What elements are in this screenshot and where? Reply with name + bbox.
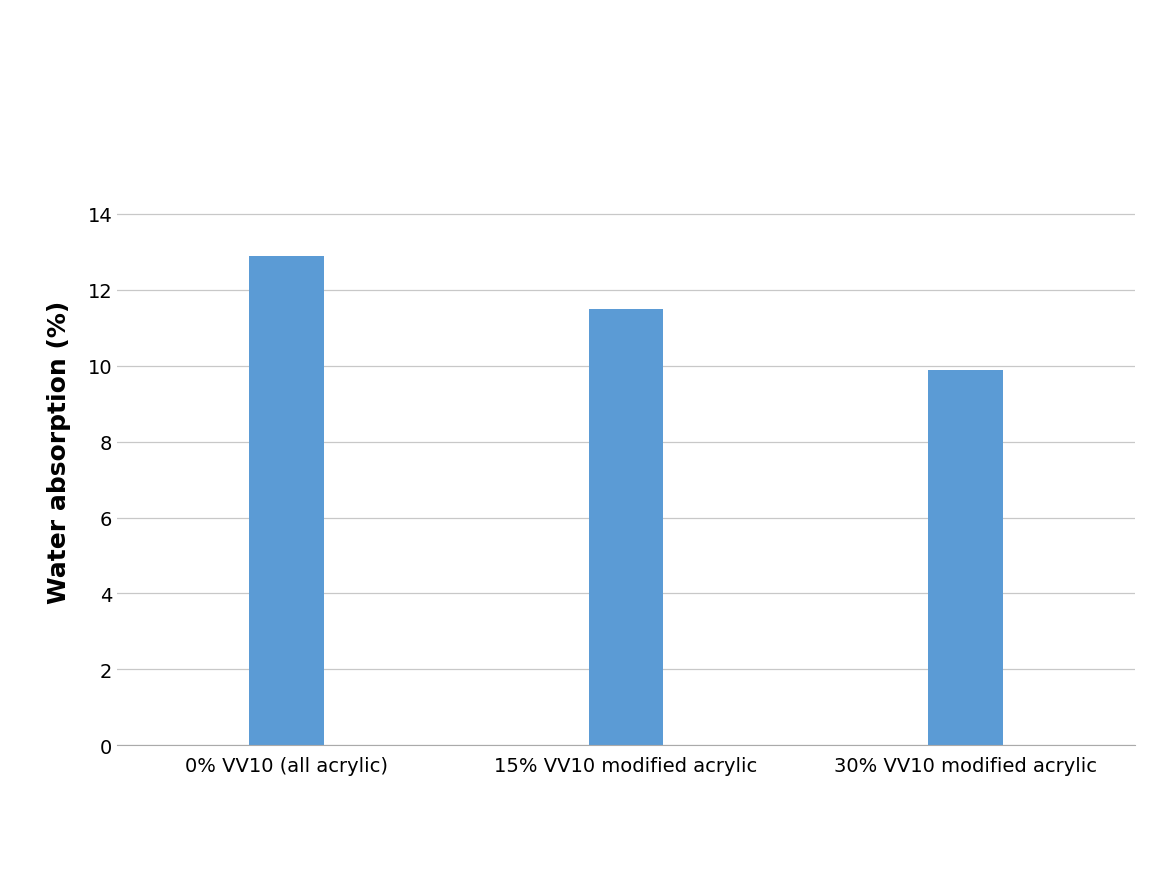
Bar <box>249 256 324 745</box>
Bar <box>589 310 663 745</box>
Bar <box>928 370 1003 745</box>
Y-axis label: Water absorption (%): Water absorption (%) <box>47 300 70 603</box>
